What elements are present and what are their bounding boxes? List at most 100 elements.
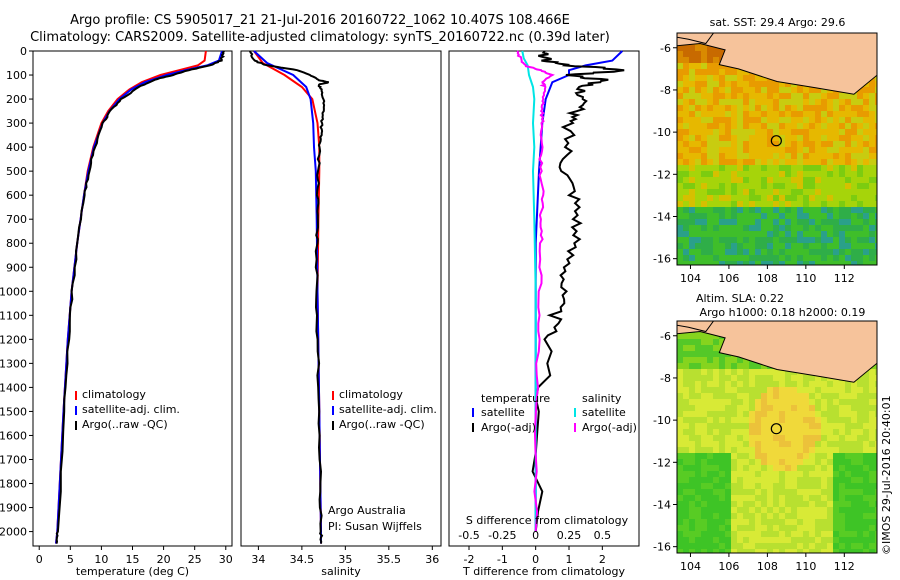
sla-map-cell [785, 519, 791, 525]
sla-map-cell [833, 465, 839, 471]
sst-map-y-tick-label: -10 [653, 126, 671, 139]
sla-map-cell [695, 351, 701, 357]
x-tick-label: 34.5 [290, 553, 315, 566]
sst-map-cell [797, 87, 803, 93]
sst-map-cell [827, 177, 833, 183]
sla-map-cell [683, 441, 689, 447]
sst-map-cell [845, 183, 851, 189]
sst-map-cell [701, 105, 707, 111]
sla-map-cell [797, 483, 803, 489]
depth-tick-label: 100 [6, 69, 27, 82]
sla-map-cell [827, 417, 833, 423]
sst-map-cell [857, 249, 863, 255]
sla-map-cell [785, 405, 791, 411]
sst-map-cell [857, 153, 863, 159]
sst-map-cell [821, 117, 827, 123]
sst-map-cell [761, 81, 767, 87]
sla-map-cell [821, 459, 827, 465]
sla-map-cell [833, 423, 839, 429]
sst-map-cell [761, 75, 767, 81]
sst-map-cell [755, 189, 761, 195]
legend-title-temperature: temperature [481, 392, 550, 405]
sst-map-cell [809, 189, 815, 195]
top-tick-label: -0.25 [488, 529, 516, 542]
sla-map-cell [707, 387, 713, 393]
sla-map-cell [743, 447, 749, 453]
sla-map-cell [803, 531, 809, 537]
sla-map-cell [827, 387, 833, 393]
sst-map-cell [707, 135, 713, 141]
sst-map-cell [821, 225, 827, 231]
sla-map-cell [707, 477, 713, 483]
sla-map-cell [683, 357, 689, 363]
sla-map-cell [695, 333, 701, 339]
sla-map-cell [833, 447, 839, 453]
sla-map-cell [815, 525, 821, 531]
sst-map-cell [857, 231, 863, 237]
sst-map-cell [773, 123, 779, 129]
sst-map-cell [719, 111, 725, 117]
sla-map-cell [827, 429, 833, 435]
sla-map-cell [779, 435, 785, 441]
sla-map-cell [767, 429, 773, 435]
sla-map-cell [851, 459, 857, 465]
legend-label: satellite-adj. clim. [82, 403, 180, 416]
sst-map-cell [731, 117, 737, 123]
sla-map-cell [731, 369, 737, 375]
sla-map-cell [809, 381, 815, 387]
sla-map-cell [737, 501, 743, 507]
sst-map-cell [863, 255, 869, 261]
sst-map-cell [833, 123, 839, 129]
sla-map-cell [821, 423, 827, 429]
sst-map-cell [875, 171, 877, 177]
sst-map-cell [863, 165, 869, 171]
sst-map-cell [743, 219, 749, 225]
sla-map-cell [749, 381, 755, 387]
sla-map-cell [767, 471, 773, 477]
sla-map-cell [863, 501, 869, 507]
sla-map-cell [833, 399, 839, 405]
sst-map-cell [689, 249, 695, 255]
sst-map-cell [773, 189, 779, 195]
sla-map-cell [767, 501, 773, 507]
sla-map-cell [677, 519, 683, 525]
sst-map-cell [809, 135, 815, 141]
sst-map-cell [713, 213, 719, 219]
sla-map-cell [695, 471, 701, 477]
sst-map-cell [875, 75, 877, 81]
sla-map-cell [773, 489, 779, 495]
sla-map-cell [683, 549, 689, 553]
sla-map-cell [791, 513, 797, 519]
sst-map-cell [683, 171, 689, 177]
sla-map-cell [863, 507, 869, 513]
sla-map-cell [857, 501, 863, 507]
sst-map-cell [785, 195, 791, 201]
sst-map-cell [833, 159, 839, 165]
sla-map-cell [869, 501, 875, 507]
sst-map-cell [755, 105, 761, 111]
sst-map-cell [803, 225, 809, 231]
sla-map-cell [683, 375, 689, 381]
sla-map-cell [833, 501, 839, 507]
sst-map-cell [737, 147, 743, 153]
sla-map-cell [809, 483, 815, 489]
sla-map-cell [695, 405, 701, 411]
sst-map-cell [851, 165, 857, 171]
sst-map-cell [743, 207, 749, 213]
sst-map-cell [815, 207, 821, 213]
sla-map-cell [761, 495, 767, 501]
sla-map-cell [803, 471, 809, 477]
sst-map-cell [737, 171, 743, 177]
sla-map-cell [821, 381, 827, 387]
sst-map-cell [803, 195, 809, 201]
sla-map-cell [833, 543, 839, 549]
sla-map-cell [821, 531, 827, 537]
sst-map-cell [695, 255, 701, 261]
sla-map-cell [827, 519, 833, 525]
sst-map-cell [767, 147, 773, 153]
sla-map-cell [821, 495, 827, 501]
sla-map-cell [719, 369, 725, 375]
sla-map-cell [845, 435, 851, 441]
sla-map-cell [839, 393, 845, 399]
sla-map-cell [743, 453, 749, 459]
